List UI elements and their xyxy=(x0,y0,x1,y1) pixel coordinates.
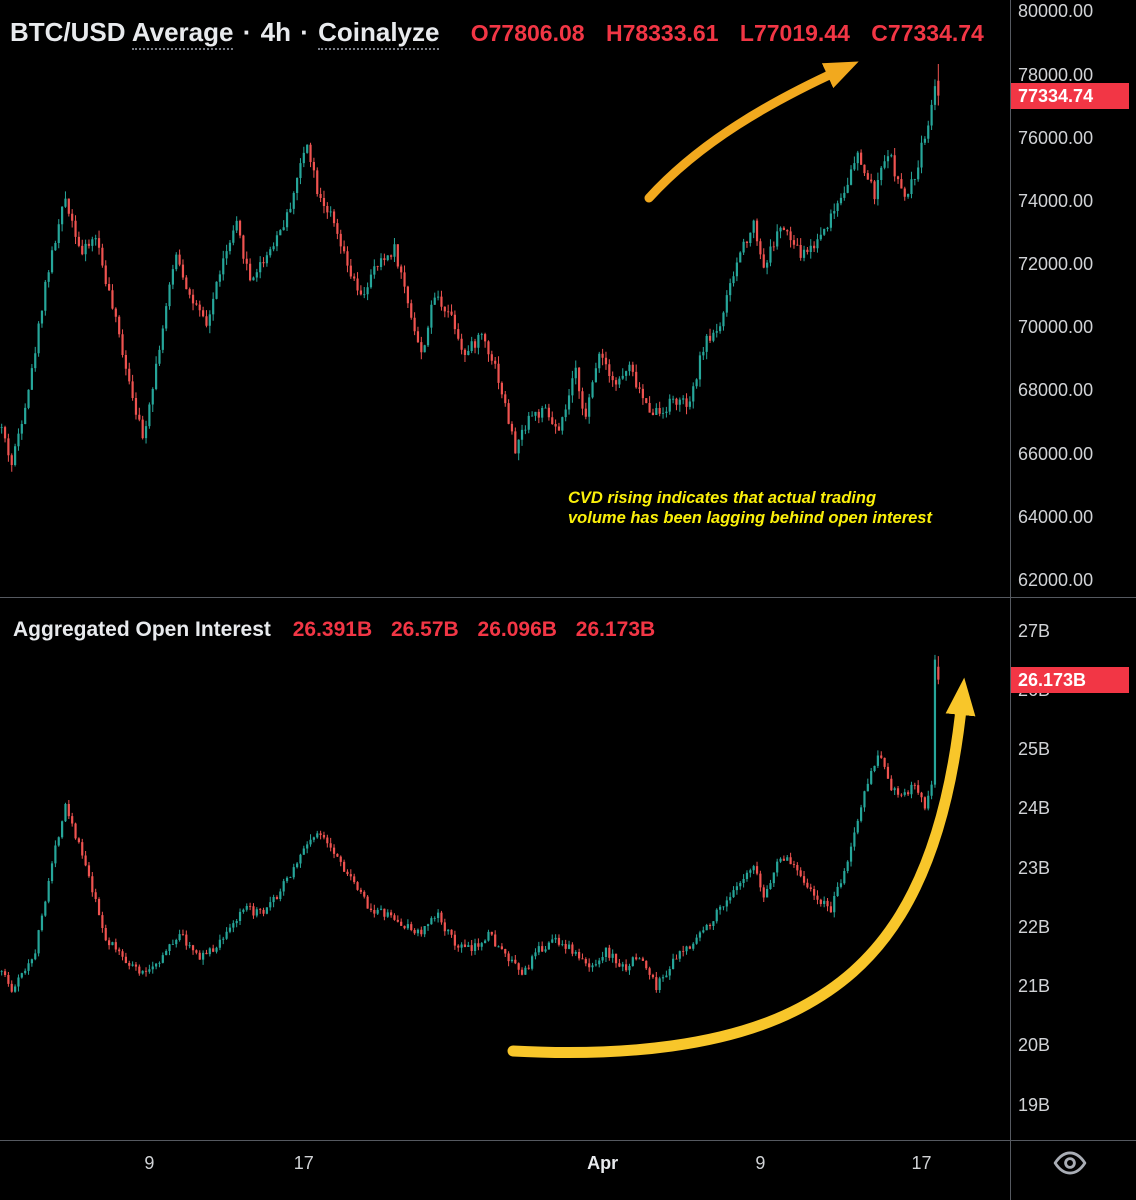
time-axis-label: Apr xyxy=(587,1153,619,1173)
axis-label: 70000.00 xyxy=(1018,317,1094,338)
time-axis-label: 17 xyxy=(293,1153,314,1173)
time-axis-label: 9 xyxy=(144,1153,155,1173)
toggle-visibility-button[interactable] xyxy=(1049,1146,1091,1180)
oi-ohlc-readout: 26.391B 26.57B 26.096B 26.173B xyxy=(293,618,668,641)
axis-label: 66000.00 xyxy=(1018,443,1094,464)
oi-close-value: 26.173B xyxy=(575,618,656,641)
axis-label: 27B xyxy=(1018,620,1051,641)
time-axis-divider xyxy=(0,1140,1136,1141)
axis-label: 72000.00 xyxy=(1018,254,1094,275)
axis-label: 78000.00 xyxy=(1018,64,1094,85)
time-axis-label: 9 xyxy=(755,1153,766,1173)
chart-legend: BTC/USD Average · 4h · Coinalyze O77806.… xyxy=(10,17,999,50)
axis-label: 76000.00 xyxy=(1018,127,1094,148)
axis-label: 64000.00 xyxy=(1018,506,1094,527)
oi-legend: Aggregated Open Interest 26.391B 26.57B … xyxy=(13,618,668,642)
candle-series xyxy=(1,654,936,993)
oi-last-value-badge: 26.173B xyxy=(1011,666,1129,693)
ohlc-high-value: 78333.61 xyxy=(622,20,719,46)
ohlc-high: H78333.61 xyxy=(606,20,719,46)
ohlc-open: O77806.08 xyxy=(471,20,585,46)
price-axis-divider xyxy=(1010,0,1011,1200)
candle-series xyxy=(3,80,940,465)
oi-title[interactable]: Aggregated Open Interest xyxy=(13,618,271,641)
ohlc-open-label: O xyxy=(470,20,489,46)
price-panel[interactable]: BTC/USD Average · 4h · Coinalyze O77806.… xyxy=(0,0,1010,597)
axis-label: 68000.00 xyxy=(1018,380,1094,401)
annotation-cvd-note[interactable]: CVD rising indicates that actual trading… xyxy=(568,489,932,528)
ohlc-low: L77019.44 xyxy=(740,20,850,46)
oi-open-value: 26.391B xyxy=(292,618,373,641)
candle-series xyxy=(4,656,939,993)
axis-label: 24B xyxy=(1018,798,1051,819)
time-axis[interactable]: 9 17 Apr 9 17 xyxy=(0,1141,1010,1200)
oi-panel[interactable]: Aggregated Open Interest 26.391B 26.57B … xyxy=(0,598,1010,1139)
symbol-prefix: BTC/USD xyxy=(10,17,126,47)
ohlc-close: C77334.74 xyxy=(871,20,984,46)
oi-low-value: 26.096B xyxy=(477,618,557,641)
candle-series xyxy=(0,659,937,992)
axis-label: 21B xyxy=(1018,976,1051,997)
axis-label: 19B xyxy=(1018,1094,1051,1115)
eye-icon xyxy=(1053,1151,1087,1175)
axis-label: 80000.00 xyxy=(1018,1,1094,22)
source-label[interactable]: Coinalyze xyxy=(318,17,440,50)
ohlc-open-value: 77806.08 xyxy=(488,20,585,46)
ohlc-high-label: H xyxy=(605,20,623,46)
time-axis-label: 17 xyxy=(911,1153,932,1173)
axis-label: 25B xyxy=(1018,739,1051,760)
oi-high-value: 26.57B xyxy=(390,618,459,641)
symbol-name[interactable]: Average xyxy=(131,17,234,50)
ohlc-low-label: L xyxy=(739,20,754,46)
ohlc-close-value: 77334.74 xyxy=(887,20,984,46)
candle-series xyxy=(0,86,937,465)
axis-label: 20B xyxy=(1018,1035,1051,1056)
ohlc-low-value: 77019.44 xyxy=(753,20,850,46)
oi-candlestick-chart[interactable] xyxy=(0,598,1010,1139)
axis-label: 23B xyxy=(1018,857,1051,878)
axis-label: 74000.00 xyxy=(1018,190,1094,211)
interval-label[interactable]: 4h xyxy=(260,17,291,47)
panel-divider[interactable] xyxy=(0,597,1136,598)
axis-label: 62000.00 xyxy=(1018,569,1094,590)
candle-series xyxy=(4,64,939,472)
ohlc-readout: O77806.08 H78333.61 L77019.44 C77334.74 xyxy=(471,20,999,46)
symbol-title[interactable]: BTC/USD Average xyxy=(10,17,234,50)
price-candlestick-chart[interactable] xyxy=(0,0,1010,597)
annotation-line: volume has been lagging behind open inte… xyxy=(568,508,932,527)
ohlc-close-label: C xyxy=(871,20,888,46)
annotation-line: CVD rising indicates that actual trading xyxy=(568,489,877,507)
separator-dot: · xyxy=(242,17,252,47)
axis-label: 22B xyxy=(1018,916,1051,937)
price-axis-column[interactable]: 19B20B21B22B23B24B25B26B27B62000.0064000… xyxy=(1011,0,1136,1200)
candle-series xyxy=(1,79,936,467)
separator-dot: · xyxy=(300,17,309,47)
last-price-badge: 77334.74 xyxy=(1011,82,1129,109)
